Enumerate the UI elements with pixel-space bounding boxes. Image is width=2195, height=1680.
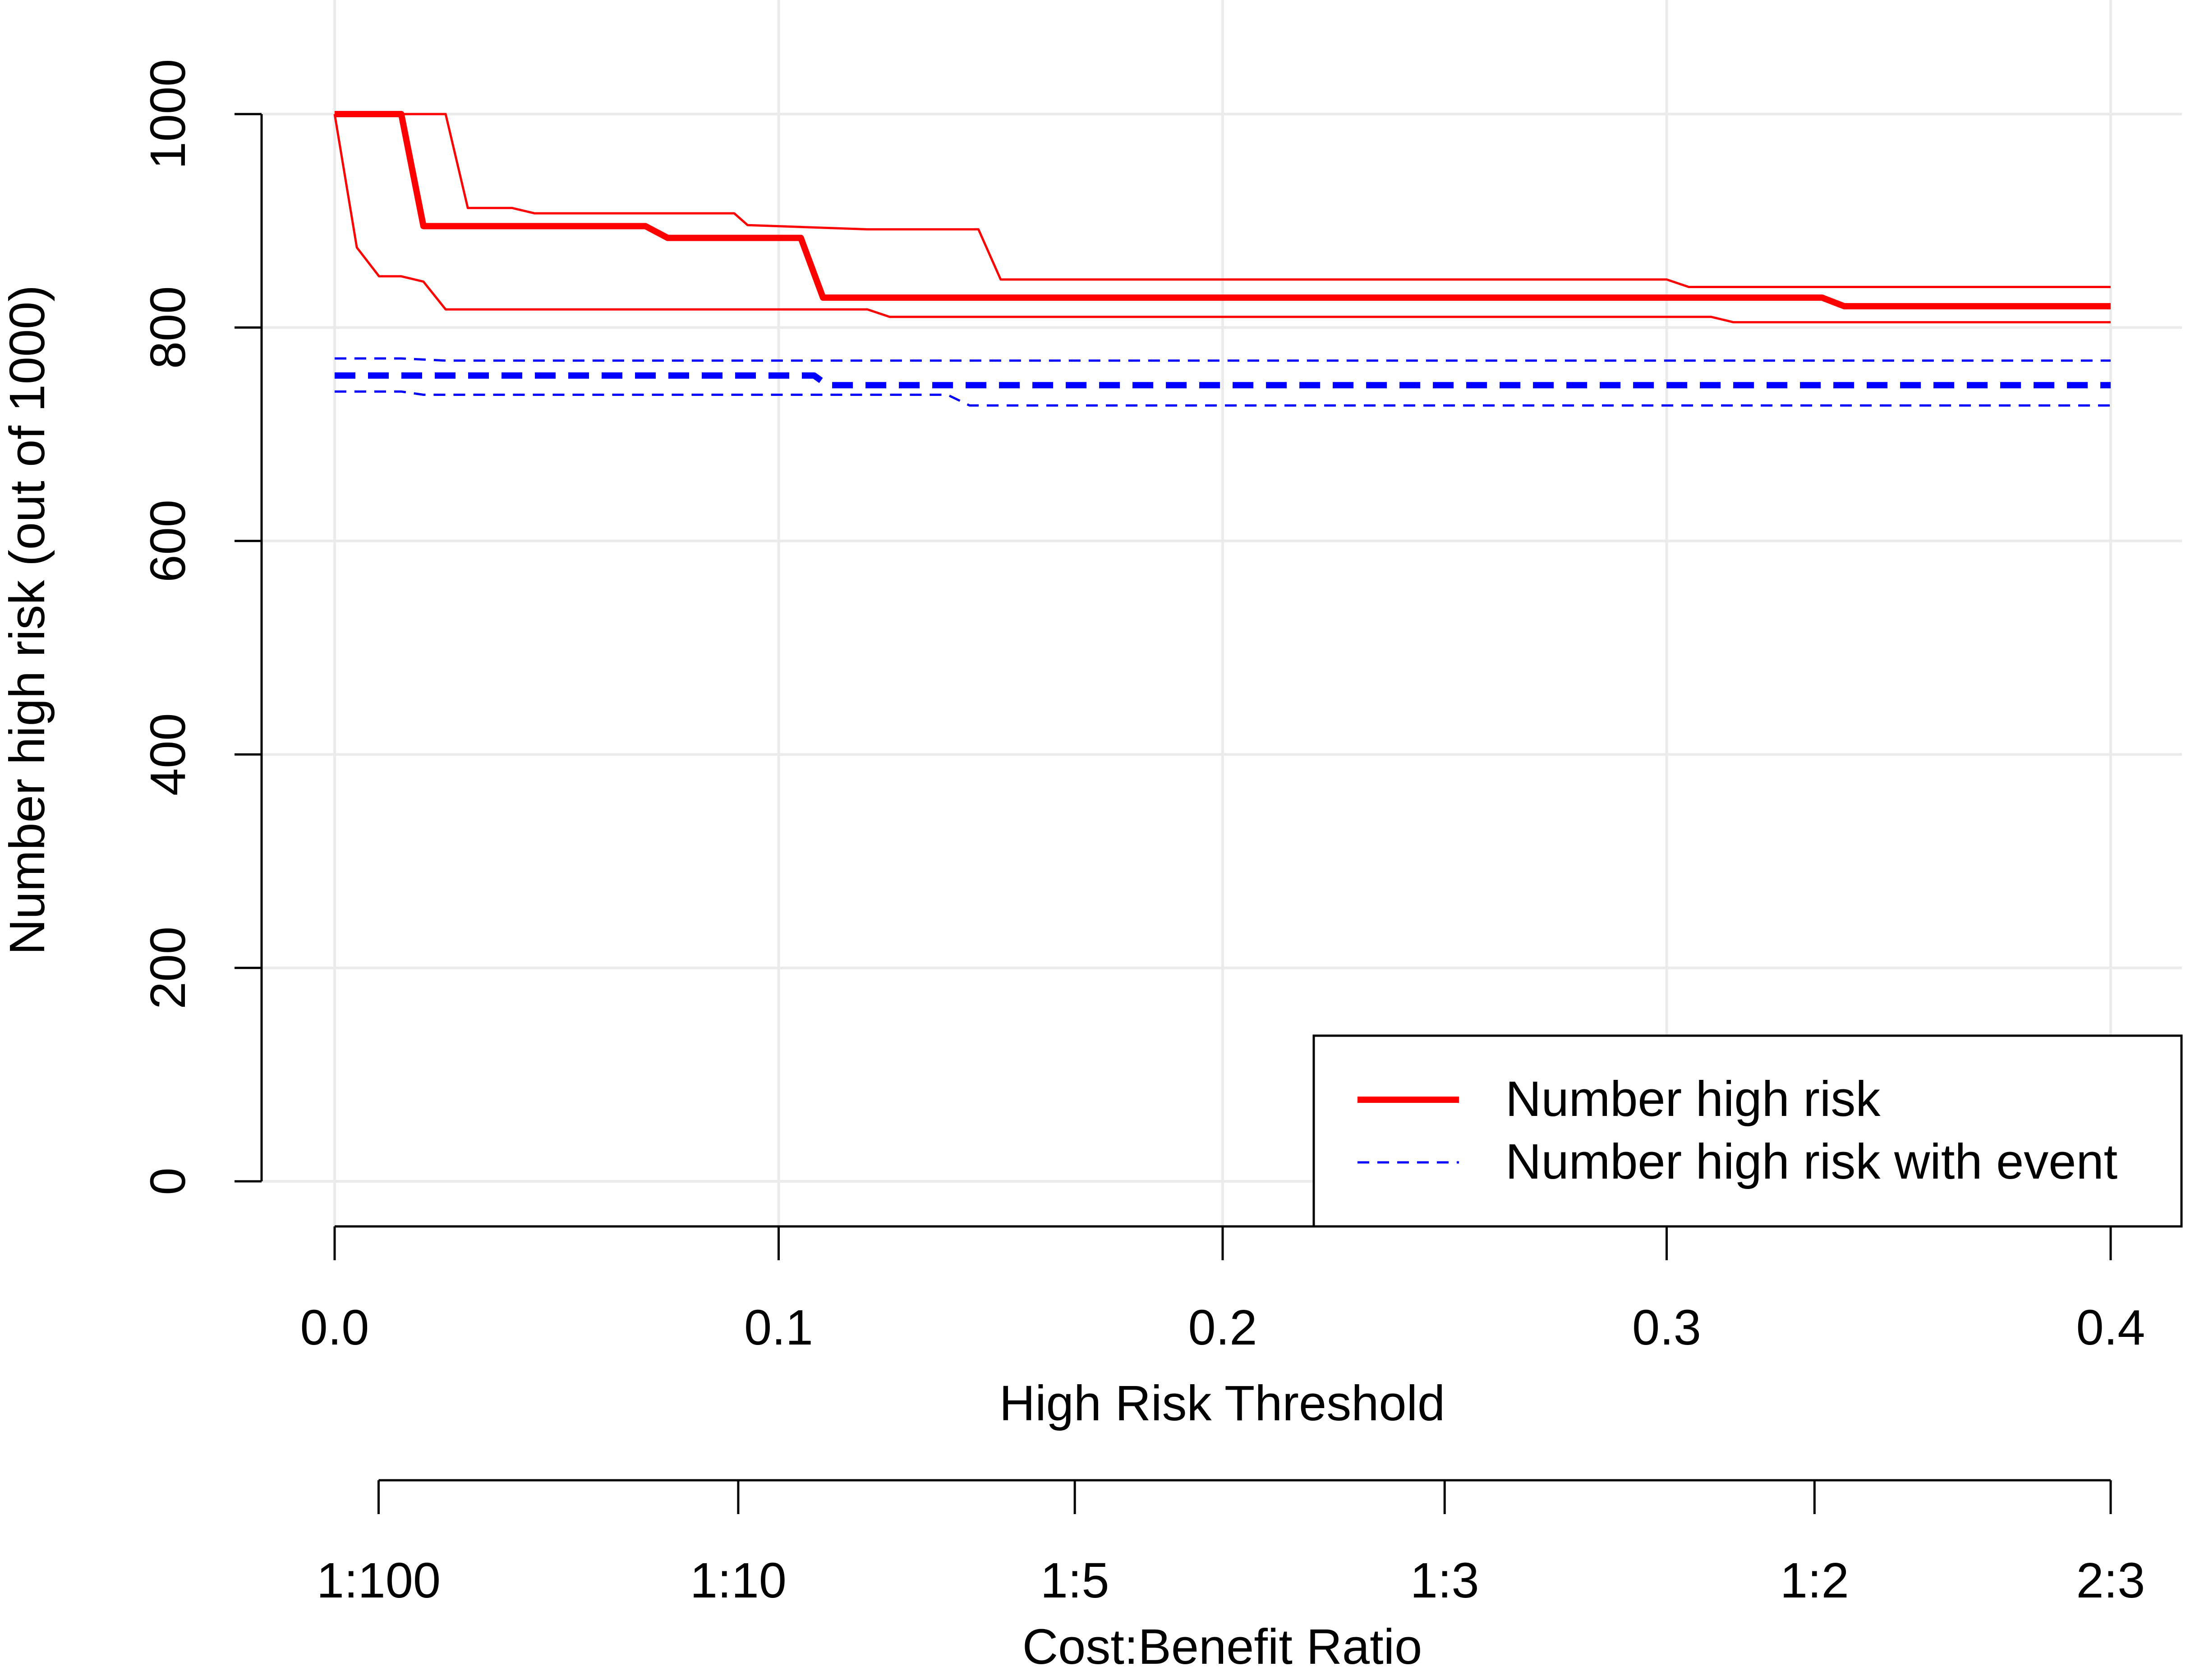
x-tick-label: 0.0 bbox=[300, 1300, 369, 1355]
y-tick-label: 0 bbox=[140, 1167, 196, 1195]
series-line-number-high-risk-lower-ci bbox=[333, 114, 2111, 324]
legend-box bbox=[1312, 1034, 2183, 1228]
y-tick-label: 1000 bbox=[140, 59, 196, 170]
secondary-tick-label: 1:100 bbox=[317, 1553, 441, 1608]
grid-layer bbox=[262, 0, 2182, 1226]
x-tick-label: 0.4 bbox=[2076, 1300, 2145, 1355]
series-line-number-high-risk bbox=[335, 111, 2111, 310]
y-tick-label: 600 bbox=[140, 500, 196, 583]
x-tick-label: 0.2 bbox=[1188, 1300, 1257, 1355]
series-line-number-high-risk-with-event-upper-ci bbox=[335, 357, 2111, 362]
x-axis-title: High Risk Threshold bbox=[999, 1376, 1445, 1431]
secondary-axis-title: Cost:Benefit Ratio bbox=[1022, 1619, 1422, 1675]
y-tick-label: 200 bbox=[140, 927, 196, 1010]
legend: Number high risk Number high risk with e… bbox=[1312, 1034, 2183, 1228]
axes-layer: 0 200 400 600 800 1000 0.0 0.1 0.2 0.3 0.4 1:100 1:1… bbox=[140, 59, 2145, 1608]
y-tick-label: 400 bbox=[140, 713, 196, 796]
secondary-tick-label: 1:3 bbox=[1410, 1553, 1479, 1608]
series-line-number-high-risk-upper-ci bbox=[335, 113, 2111, 288]
series-layer bbox=[333, 111, 2111, 407]
secondary-tick-label: 1:10 bbox=[690, 1553, 787, 1608]
y-tick-label: 800 bbox=[140, 286, 196, 369]
secondary-tick-label: 2:3 bbox=[2076, 1553, 2145, 1608]
secondary-tick-label: 1:5 bbox=[1040, 1553, 1109, 1608]
legend-label-number-high-risk: Number high risk bbox=[1505, 1071, 1881, 1127]
series-line-number-high-risk-with-event bbox=[335, 372, 2111, 389]
secondary-tick-label: 1:2 bbox=[1780, 1553, 1849, 1608]
legend-label-number-high-risk-with-event: Number high risk with event bbox=[1505, 1134, 2117, 1189]
x-tick-label: 0.3 bbox=[1632, 1300, 1701, 1355]
y-axis-title: Number high risk (out of 1000) bbox=[0, 285, 55, 955]
x-tick-label: 0.1 bbox=[744, 1300, 813, 1355]
